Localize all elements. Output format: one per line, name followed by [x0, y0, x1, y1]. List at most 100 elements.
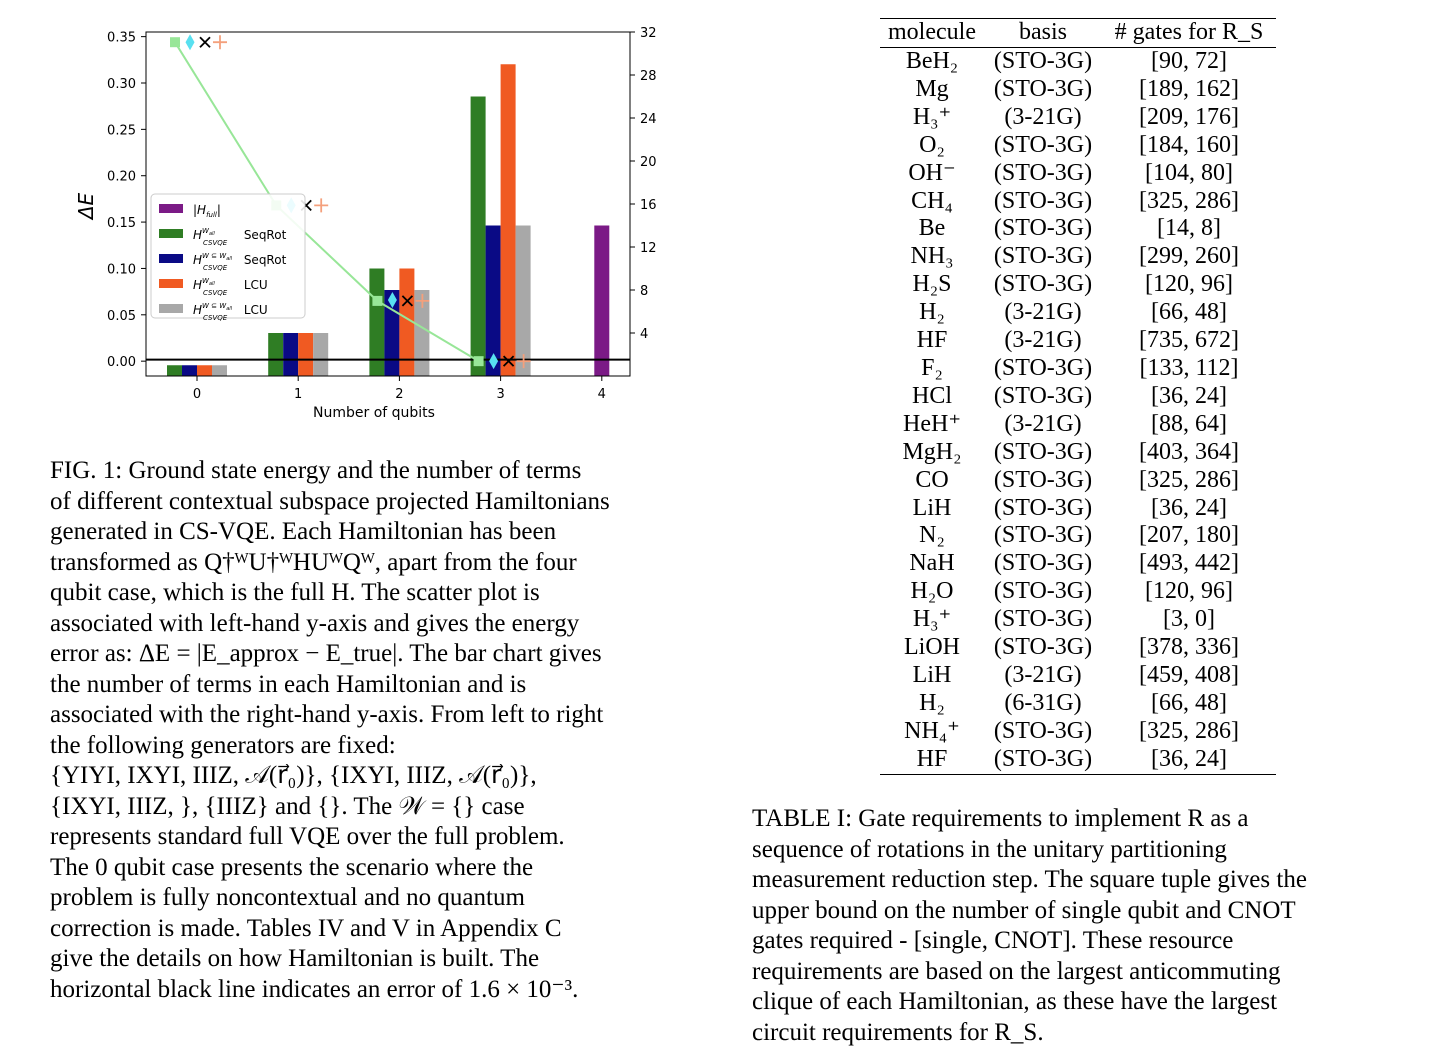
cell-molecule: H₂O [910, 578, 954, 605]
table-row: H₂ (6-31G) [66, 48] [880, 690, 1276, 718]
scatter-point-square [473, 356, 484, 367]
legend-label: |Hfull| [193, 203, 221, 219]
cell-molecule: LiH [912, 661, 952, 688]
fig-caption-line: generated in CS-VQE. Each Hamiltonian ha… [50, 518, 557, 545]
cell-basis: (STO-3G) [993, 271, 1093, 298]
fig-caption-line: problem is fully noncontextual and no qu… [50, 884, 525, 911]
table-caption-line: gates required - [single, CNOT]. These r… [752, 927, 1234, 954]
cell-basis: (STO-3G) [993, 466, 1093, 493]
cell-molecule: OH⁻ [908, 159, 956, 186]
cell-molecule: F₂ [921, 354, 943, 381]
right-tick-label: 16 [640, 198, 657, 213]
cell-basis: (STO-3G) [993, 159, 1093, 186]
left-tick-label: 0.30 [107, 77, 136, 92]
cell-gates: [325, 286] [1139, 466, 1239, 493]
cell-molecule: HF [916, 327, 948, 354]
cell-molecule: HCl [911, 382, 952, 409]
bar [485, 225, 501, 376]
cell-gates: [325, 286] [1139, 187, 1239, 214]
fig-caption-line: associated with left-hand y-axis and giv… [50, 609, 580, 637]
x-tick-label: 0 [193, 387, 201, 402]
left-tick-label: 0.10 [107, 262, 136, 277]
x-tick-label: 3 [496, 387, 504, 402]
cell-molecule: HF [880, 745, 984, 775]
cell-basis: (STO-3G) [993, 48, 1093, 74]
cell-gates: [120, 96] [1145, 271, 1233, 298]
legend-box [150, 193, 306, 319]
fig-caption-line: {IXYI, IIIZ, }, {IIIZ} and {}. The 𝒲 = {… [50, 792, 525, 820]
fig-caption-line: transformed as Q†ᵂU†ᵂHUᵂQᵂ, apart from t… [50, 548, 577, 576]
cell-gates: [325, 286] [1139, 717, 1239, 744]
right-tick-label: 4 [640, 327, 648, 342]
cell-basis: (3-21G) [1004, 661, 1082, 688]
legend-swatch [159, 229, 183, 238]
cell-molecule: H₃⁺ [912, 103, 952, 130]
fig-caption-line: the following generators are fixed: [50, 731, 396, 759]
legend-swatch [159, 304, 183, 313]
scatter-point-square [170, 37, 180, 48]
figure-caption: FIG. 1: Ground state energy and the numb… [50, 456, 710, 1005]
fig-caption-line: FIG. 1: Ground state energy and the numb… [50, 457, 582, 484]
cell-molecule: CH₄ [911, 187, 953, 214]
fig-caption-line: qubit case, which is the full H. The sca… [50, 579, 540, 606]
table-row: H₃⁺ (STO-3G) [3, 0] [880, 606, 1276, 634]
cell-gates: [184, 160] [1139, 131, 1239, 158]
legend-label: HWall CSVQE LCU [193, 277, 268, 297]
right-tick-label: 32 [640, 26, 657, 41]
legend-swatch [159, 254, 183, 263]
cell-basis: (STO-3G) [993, 243, 1093, 270]
cell-gates: [209, 176] [1139, 103, 1239, 130]
cell-gates: [189, 162] [1139, 75, 1239, 102]
bar [369, 268, 385, 376]
scatter-point-plus [213, 35, 227, 50]
cell-gates: [36, 24] [1102, 745, 1276, 775]
cell-basis: (STO-3G) [993, 717, 1093, 744]
table-caption: TABLE I: Gate requirements to implement … [752, 804, 1422, 1048]
cell-basis: (STO-3G) [993, 131, 1093, 158]
cell-basis: (STO-3G) [993, 75, 1093, 102]
cell-gates: [66, 48] [1151, 299, 1227, 326]
bar [268, 333, 284, 376]
cell-gates: [403, 364] [1139, 438, 1239, 465]
legend-swatch [159, 204, 183, 213]
cell-molecule: CO [915, 466, 949, 493]
table-row: Mg (STO-3G) [189, 162] [880, 76, 1276, 104]
table-row: Be (STO-3G) [14, 8] [880, 215, 1276, 243]
right-tick-label: 24 [640, 112, 657, 127]
table-row: HF (STO-3G) [36, 24] [880, 745, 1276, 775]
x-tick-label: 2 [395, 387, 403, 402]
scatter-point-x [401, 295, 414, 307]
cell-molecule: MgH₂ [902, 438, 962, 465]
cell-gates: [207, 180] [1139, 522, 1239, 549]
table-caption-line: upper bound on the number of single qubi… [752, 896, 1296, 924]
table-row: BeH₂ (STO-3G) [90, 72] [880, 48, 1276, 76]
fig-caption-line: give the details on how Hamiltonian is b… [50, 945, 540, 972]
cell-basis: (6-31G) [1004, 689, 1082, 716]
scatter-point-plus [415, 293, 430, 308]
cell-molecule: BeH₂ [905, 48, 959, 74]
cell-gates: [299, 260] [1139, 243, 1239, 270]
cell-basis: (STO-3G) [993, 550, 1093, 577]
bar [515, 225, 531, 376]
bar [594, 225, 610, 376]
fig-caption-line: represents standard full VQE over the fu… [50, 823, 565, 850]
cell-molecule: NH₄⁺ [904, 717, 960, 744]
bar [500, 64, 516, 376]
cell-basis: (STO-3G) [993, 354, 1093, 381]
scatter-point-plus [314, 198, 329, 213]
fig-caption-line: of different contextual subspace project… [50, 487, 610, 515]
cell-basis: (3-21G) [1004, 299, 1082, 326]
x-axis-label: Number of qubits [313, 405, 435, 421]
table-row: LiH (3-21G) [459, 408] [880, 662, 1276, 690]
cell-basis: (3-21G) [1004, 327, 1082, 354]
cell-molecule: HeH⁺ [903, 410, 961, 437]
table-row: HF (3-21G) [735, 672] [880, 327, 1276, 355]
fig-caption-line: the number of terms in each Hamiltonian … [50, 670, 527, 698]
header-molecule: molecule [880, 18, 984, 48]
table-row: HeH⁺ (3-21G) [88, 64] [880, 411, 1276, 439]
cell-gates: [133, 112] [1139, 354, 1239, 381]
fig-caption-line: error as: ΔE = |E_approx − E_true|. The … [50, 640, 602, 667]
cell-molecule: NaH [909, 550, 955, 577]
cell-basis: (STO-3G) [993, 606, 1093, 633]
cell-gates: [459, 408] [1139, 661, 1239, 688]
